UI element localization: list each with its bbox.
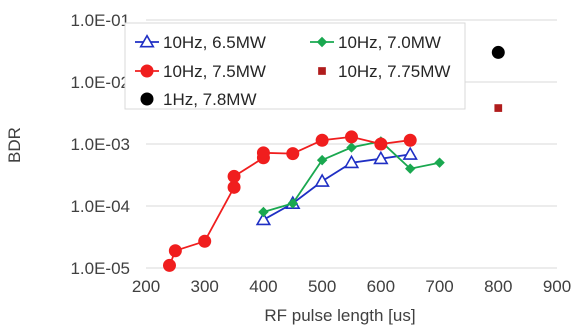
legend-label: 10Hz, 7.0MW — [338, 33, 441, 52]
legend-entry: 10Hz, 7.75MW — [318, 62, 450, 81]
x-tick-label: 300 — [191, 277, 219, 296]
y-tick-label: 1.0E-05 — [70, 259, 130, 278]
series-2 — [258, 136, 445, 218]
data-point — [227, 169, 241, 183]
data-point — [494, 104, 503, 112]
data-point — [256, 146, 270, 160]
legend: 10Hz, 6.5MW 10Hz, 7.0MW 10Hz, 7.5MW 10Hz, 7… — [124, 22, 466, 110]
x-axis-title: RF pulse length [us] — [264, 306, 415, 325]
y-tick-label: 1.0E-03 — [70, 135, 130, 154]
data-point — [287, 198, 299, 209]
legend-marker — [140, 92, 154, 106]
data-point — [404, 163, 416, 174]
data-point — [198, 234, 212, 248]
x-tick-label: 400 — [249, 277, 277, 296]
data-point — [491, 45, 505, 59]
y-tick-label: 1.0E-01 — [70, 11, 130, 30]
data-point — [402, 146, 418, 160]
data-point — [168, 244, 182, 258]
data-point — [316, 154, 328, 166]
y-tick-label: 1.0E-04 — [70, 197, 130, 216]
x-tick-label: 500 — [308, 277, 336, 296]
data-point — [315, 133, 329, 147]
data-point — [162, 258, 176, 272]
data-point — [403, 133, 417, 147]
data-point — [345, 130, 358, 144]
x-tick-labels: 200 300 400 500 600 700 800 900 — [132, 277, 571, 296]
legend-label: 10Hz, 6.5MW — [163, 33, 266, 52]
data-point — [227, 180, 241, 194]
x-tick-label: 700 — [425, 277, 453, 296]
legend-entry: 10Hz, 6.5MW — [135, 33, 266, 52]
data-point — [346, 142, 357, 153]
data-point — [258, 206, 269, 218]
y-tick-label: 1.0E-02 — [70, 73, 130, 92]
legend-label: 10Hz, 7.75MW — [338, 62, 450, 81]
legend-marker — [140, 64, 154, 78]
x-tick-label: 900 — [543, 277, 571, 296]
legend-label: 10Hz, 7.5MW — [163, 62, 266, 81]
data-point — [314, 173, 330, 187]
legend-entry: 10Hz, 7.0MW — [310, 33, 441, 52]
data-point — [255, 211, 272, 226]
data-point — [434, 157, 445, 168]
series-layer — [162, 45, 505, 272]
legend-entry: 1Hz, 7.8MW — [140, 90, 257, 109]
legend-label: 1Hz, 7.8MW — [163, 90, 257, 109]
legend-box — [124, 22, 466, 110]
x-tick-label: 600 — [367, 277, 395, 296]
series-1 — [255, 146, 418, 226]
legend-marker — [318, 67, 326, 75]
legend-marker — [139, 34, 155, 48]
x-tick-label: 200 — [132, 277, 160, 296]
legend-marker — [316, 36, 328, 48]
series-line — [262, 153, 411, 221]
series-5 — [491, 45, 505, 59]
series-4 — [494, 104, 503, 112]
series-3 — [162, 130, 417, 272]
x-tick-label: 800 — [484, 277, 512, 296]
y-axis-title: BDR — [5, 127, 24, 163]
data-point — [286, 147, 300, 161]
data-point — [343, 154, 360, 169]
legend-entry: 10Hz, 7.5MW — [135, 62, 266, 81]
data-point — [374, 137, 388, 151]
y-tick-labels: 1.0E-05 1.0E-04 1.0E-03 1.0E-02 1.0E-01 — [70, 11, 130, 278]
data-point — [373, 150, 389, 165]
